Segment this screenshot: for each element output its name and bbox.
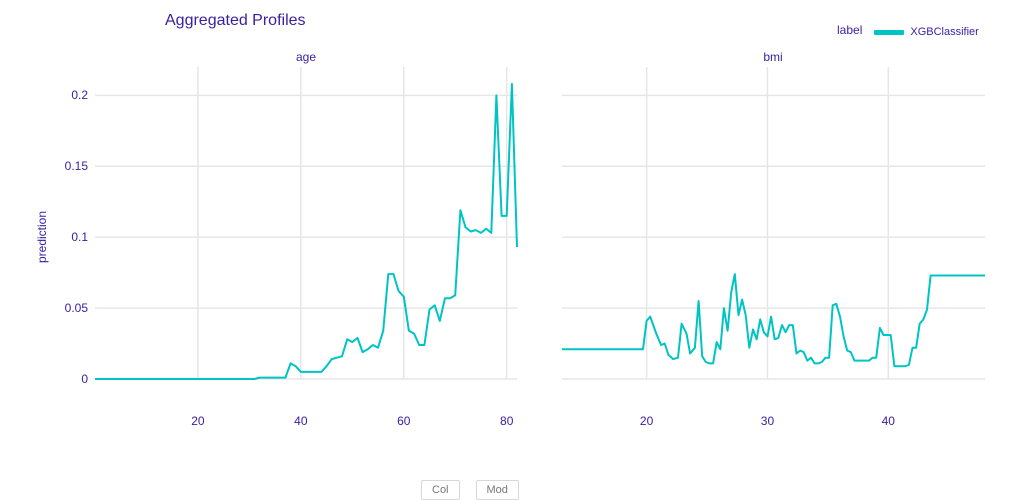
footer-button-mod[interactable]: Mod xyxy=(475,480,519,500)
x-tick-label: 60 xyxy=(397,414,411,428)
y-tick-label: 0 xyxy=(81,372,88,386)
y-tick-label: 0.15 xyxy=(64,159,88,174)
footer-toolbar: Col Mod xyxy=(421,480,519,500)
x-tick-label: 40 xyxy=(881,414,895,428)
panel-title-bmi: bmi xyxy=(763,50,783,64)
chart-title: Aggregated Profiles xyxy=(165,12,306,29)
legend-entry[interactable]: XGBClassifier xyxy=(910,26,979,38)
x-tick-label: 30 xyxy=(760,414,775,428)
x-tick-label: 20 xyxy=(191,414,205,428)
series-line-bmi[interactable] xyxy=(562,273,985,368)
x-tick-label: 40 xyxy=(294,414,308,428)
series-line-age[interactable] xyxy=(95,83,518,380)
legend: label XGBClassifier xyxy=(837,22,979,38)
chart-canvas xyxy=(95,67,985,380)
y-tick-label: 0.05 xyxy=(64,301,88,316)
x-tick-label: 80 xyxy=(500,414,514,428)
footer-button-col[interactable]: Col xyxy=(421,480,460,500)
legend-title: label xyxy=(837,23,863,37)
y-tick-label: 0.2 xyxy=(71,88,88,103)
legend-swatch xyxy=(874,29,905,35)
x-tick-label: 20 xyxy=(639,414,654,428)
panel-title-age: age xyxy=(295,50,317,64)
y-tick-label: 0.1 xyxy=(71,230,88,245)
